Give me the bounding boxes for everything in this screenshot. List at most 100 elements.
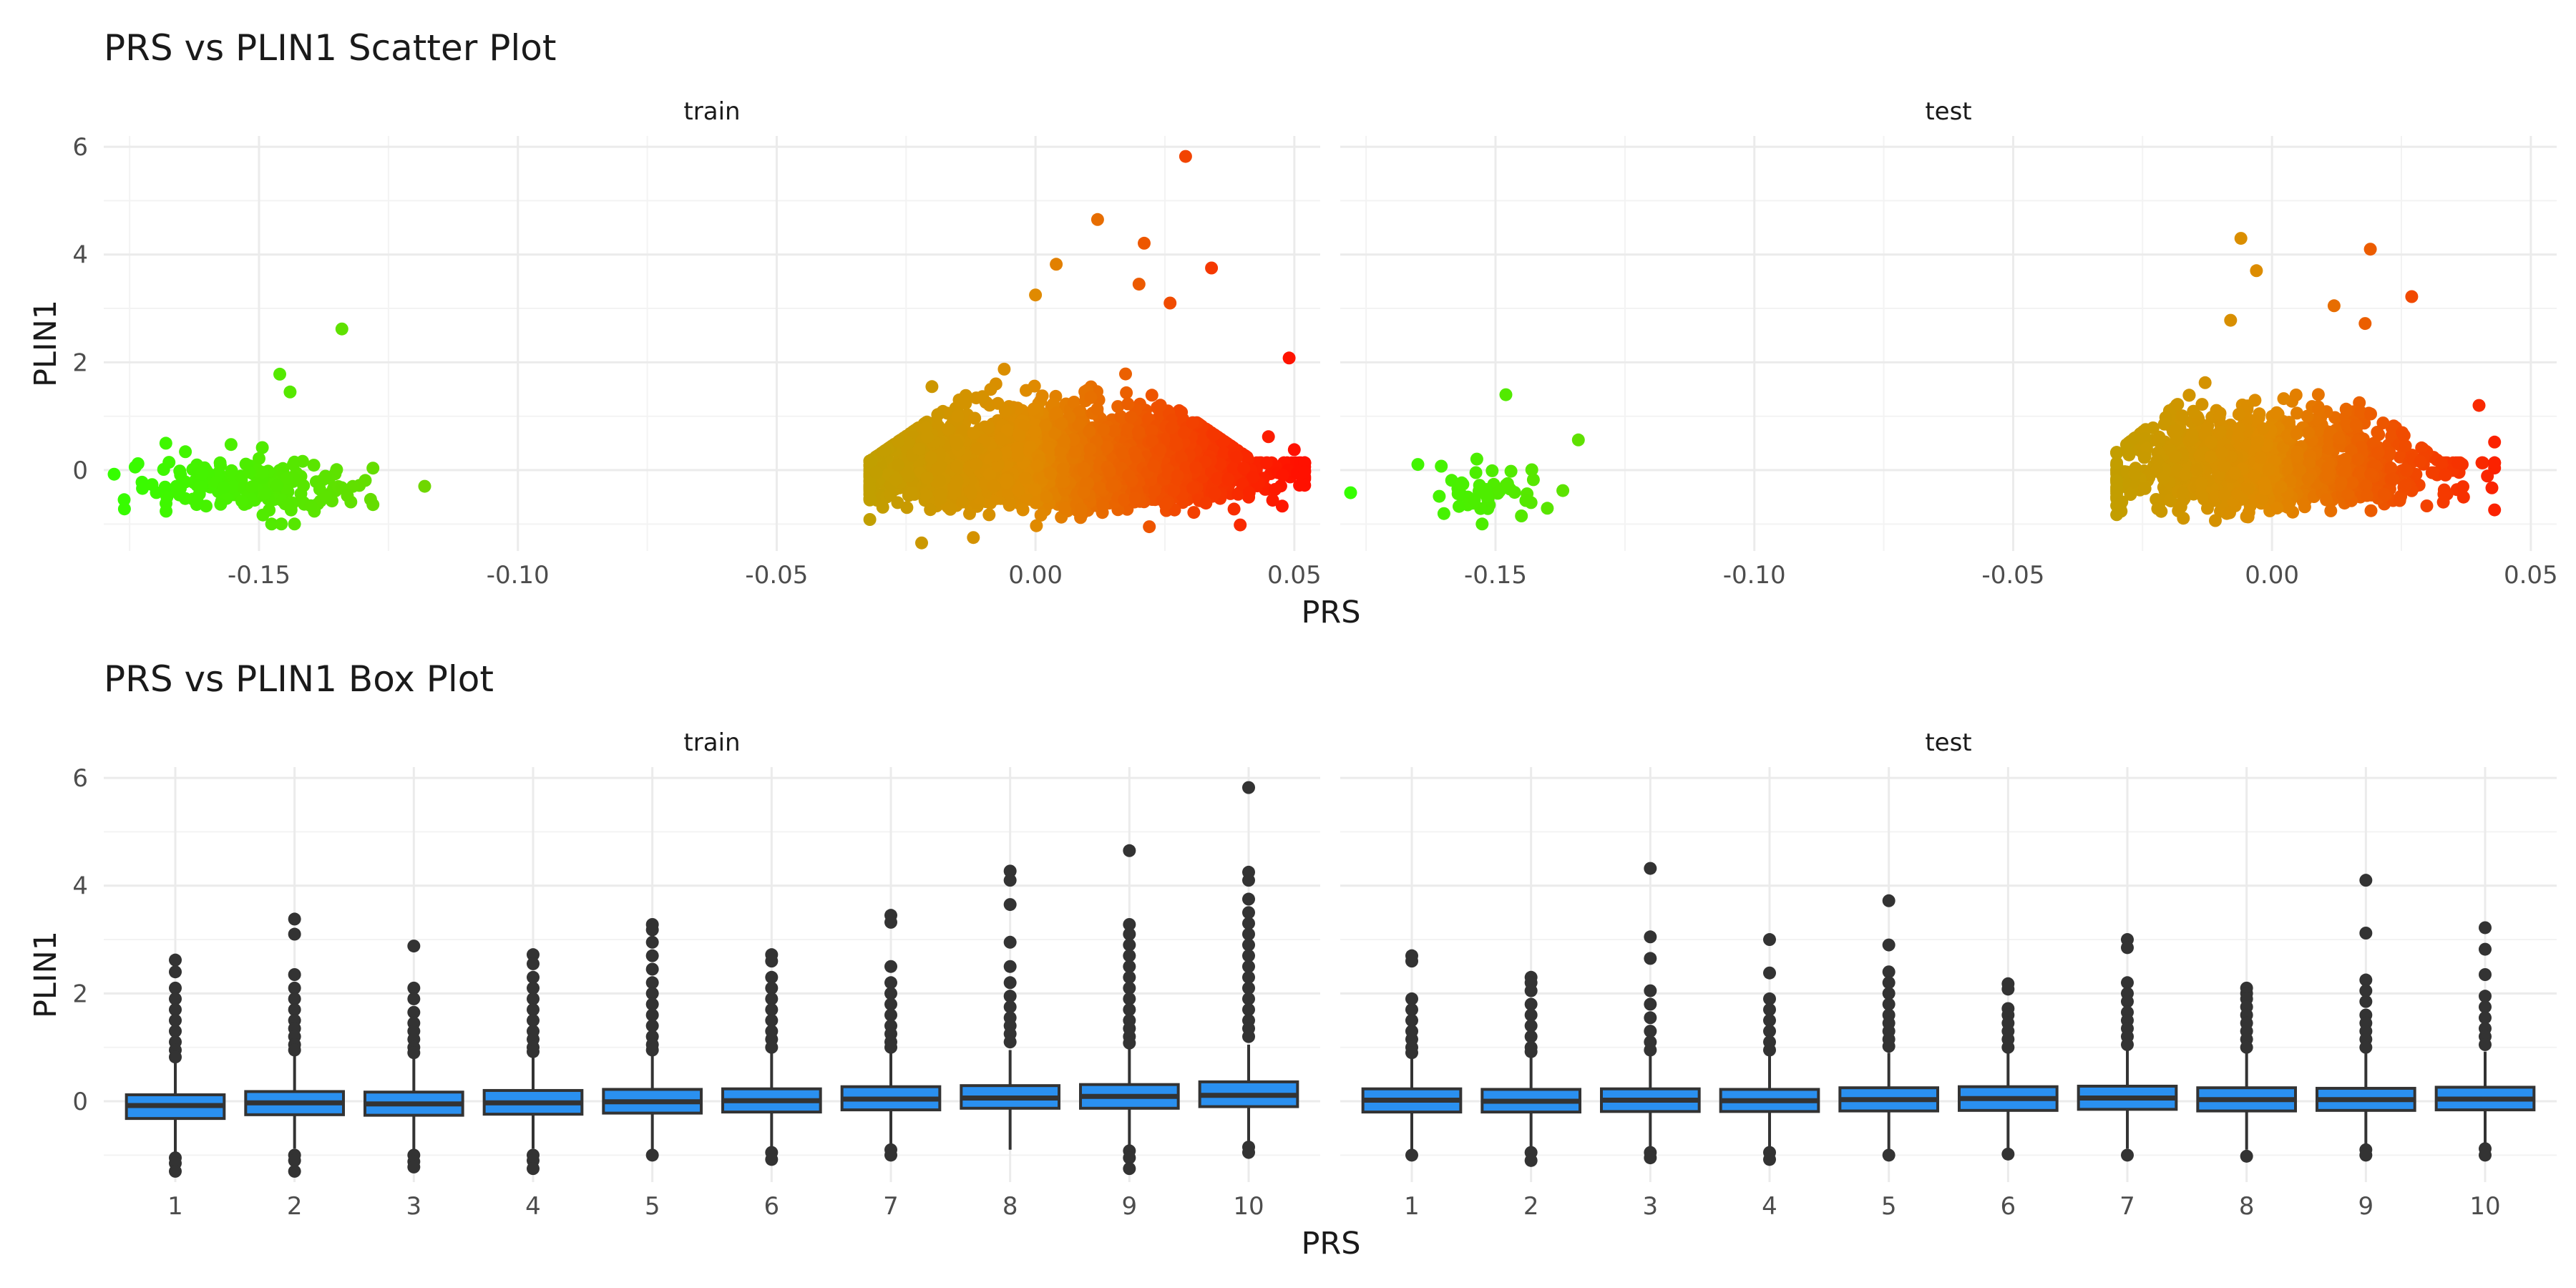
box-outlier xyxy=(1524,997,1538,1011)
box-y-axis-label: PLIN1 xyxy=(28,931,64,1018)
x-tick-label: 5 xyxy=(645,1192,660,1221)
scatter-point xyxy=(2427,466,2441,479)
scatter-point xyxy=(2405,290,2419,303)
scatter-point xyxy=(2218,488,2231,502)
scatter-point xyxy=(1111,400,1125,414)
scatter-point xyxy=(1475,517,1489,531)
scatter-point xyxy=(2195,477,2209,490)
scatter-point xyxy=(1101,440,1114,454)
scatter-point xyxy=(2124,488,2137,501)
x-tick-label: -0.15 xyxy=(1464,561,1527,590)
box-outlier xyxy=(1644,952,1657,965)
scatter-point xyxy=(2201,502,2214,515)
scatter-point xyxy=(1091,402,1104,416)
scatter-point xyxy=(1048,426,1062,440)
scatter-point xyxy=(2399,439,2412,453)
box-outlier xyxy=(1644,862,1657,875)
scatter-point xyxy=(1131,425,1145,439)
box-outlier xyxy=(1242,1030,1255,1043)
box-panel-test-boxes xyxy=(1361,862,2536,1167)
scatter-point xyxy=(1433,489,1446,503)
scatter-point xyxy=(213,456,227,469)
scatter-point xyxy=(1242,486,1256,499)
box-outlier xyxy=(1123,938,1136,952)
box-outlier xyxy=(1242,927,1255,941)
scatter-point xyxy=(2187,404,2200,418)
scatter-point xyxy=(2414,455,2427,468)
box-outlier xyxy=(1123,1002,1136,1016)
scatter-point xyxy=(159,436,172,450)
x-tick-label: 2 xyxy=(287,1192,303,1221)
scatter-point xyxy=(2371,426,2384,439)
x-tick-label: 0.00 xyxy=(2245,561,2299,590)
scatter-point xyxy=(1234,518,1247,532)
scatter-point xyxy=(2360,489,2373,502)
scatter-point xyxy=(1525,463,1538,477)
scatter-point xyxy=(1138,236,1151,250)
box-outlier xyxy=(1242,1002,1255,1016)
scatter-point xyxy=(1028,424,1042,438)
scatter-point xyxy=(1298,465,1312,479)
scatter-panel-train-strip: train xyxy=(683,97,740,126)
scatter-point xyxy=(889,473,902,487)
scatter-point xyxy=(2138,482,2152,494)
scatter-point xyxy=(1050,406,1063,420)
box-outlier xyxy=(288,912,301,926)
scatter-point xyxy=(2182,434,2196,447)
scatter-point xyxy=(2354,441,2368,454)
scatter-point xyxy=(931,462,945,476)
scatter-point xyxy=(1515,509,1528,522)
scatter-point xyxy=(1132,278,1146,291)
box-outlier xyxy=(169,965,182,979)
x-tick-label: -0.05 xyxy=(745,561,808,590)
box-outlier xyxy=(288,1164,301,1178)
scatter-point xyxy=(160,504,173,518)
scatter-title: PRS vs PLIN1 Scatter Plot xyxy=(104,27,556,69)
box-outlier xyxy=(407,992,421,1005)
scatter-point xyxy=(239,457,253,471)
scatter-x-axis-label: PRS xyxy=(1301,595,1360,630)
scatter-point xyxy=(2213,425,2227,439)
box-outlier xyxy=(1405,1148,1418,1162)
scatter-point xyxy=(1485,464,1499,477)
x-tick-label: 9 xyxy=(1122,1192,1138,1221)
scatter-point xyxy=(1298,456,1312,469)
box-outlier xyxy=(2001,1040,2015,1054)
box-outlier xyxy=(407,1005,421,1019)
box-outlier xyxy=(1524,1008,1538,1022)
scatter-point xyxy=(863,482,877,495)
scatter-point xyxy=(1170,439,1184,452)
x-tick-label: 0.05 xyxy=(2504,561,2558,590)
scatter-point xyxy=(863,513,877,526)
scatter-point xyxy=(1074,502,1088,516)
box-outlier xyxy=(1524,1153,1538,1167)
scatter-point xyxy=(1120,386,1133,399)
scatter-point xyxy=(1179,150,1192,163)
scatter-point xyxy=(1468,493,1481,507)
y-tick-label: 0 xyxy=(72,1088,88,1116)
box-outlier xyxy=(1882,965,1896,979)
scatter-point xyxy=(1556,484,1570,497)
y-tick-label: 2 xyxy=(72,980,88,1008)
scatter-point xyxy=(2250,436,2264,449)
scatter-point xyxy=(2434,456,2448,469)
scatter-point xyxy=(2198,376,2212,389)
box-outlier xyxy=(1524,1019,1538,1033)
scatter-point xyxy=(942,422,955,436)
scatter-point xyxy=(2386,472,2400,486)
box-outlier xyxy=(2121,1148,2134,1162)
box-outlier xyxy=(1763,992,1776,1005)
box-outlier xyxy=(407,981,421,995)
scatter-point xyxy=(1107,424,1121,438)
scatter-point xyxy=(280,472,293,485)
box-1 xyxy=(125,953,226,1178)
scatter-point xyxy=(217,481,230,494)
scatter-point xyxy=(2157,417,2171,431)
x-tick-label: 1 xyxy=(167,1192,183,1221)
scatter-point xyxy=(1148,484,1161,497)
scatter-point xyxy=(1282,351,1296,365)
scatter-point xyxy=(2353,468,2367,481)
scatter-point xyxy=(2332,431,2346,445)
scatter-point xyxy=(956,495,970,509)
